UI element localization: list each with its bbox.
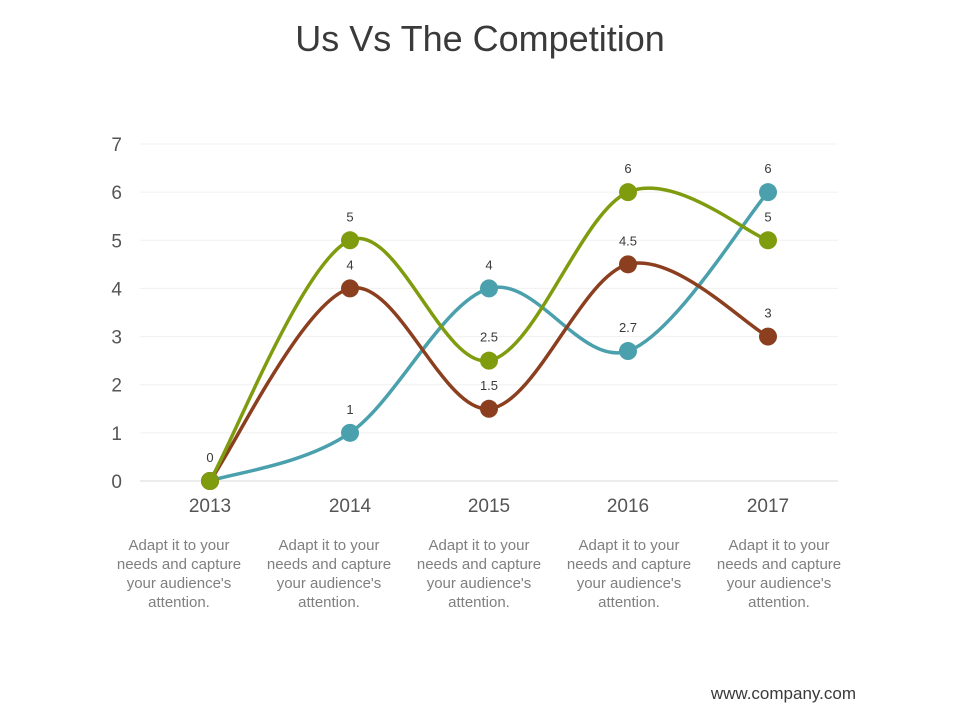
- y-tick-label: 4: [111, 279, 122, 300]
- data-label: 3: [764, 306, 771, 321]
- data-label: 2.5: [480, 330, 498, 345]
- data-point: [759, 183, 777, 202]
- data-label: 2.7: [619, 320, 637, 335]
- data-point: [619, 342, 637, 361]
- x-tick-label: 2017: [747, 496, 789, 517]
- data-point: [341, 423, 359, 442]
- category-captions: Adapt it to your needs and capture your …: [0, 536, 960, 616]
- y-tick-label: 2: [111, 376, 122, 397]
- y-tick-label: 0: [111, 472, 122, 493]
- caption-2013: Adapt it to your needs and capture your …: [116, 537, 242, 611]
- y-tick-label: 5: [111, 231, 122, 252]
- data-label: 4: [485, 257, 492, 272]
- data-point: [480, 399, 498, 418]
- data-point: [759, 231, 777, 250]
- data-label: 0: [206, 450, 213, 465]
- data-point: [480, 351, 498, 370]
- caption-2015: Adapt it to your needs and capture your …: [416, 537, 542, 611]
- data-point: [480, 279, 498, 298]
- data-label: 5: [764, 209, 771, 224]
- data-label: 1: [346, 402, 353, 417]
- footer-website: www.company.com: [710, 684, 856, 703]
- data-point: [341, 231, 359, 250]
- data-label: 1.5: [480, 378, 498, 393]
- chart-title: Us Vs The Competition: [295, 18, 665, 59]
- caption-2017: Adapt it to your needs and capture your …: [716, 537, 842, 611]
- x-tick-label: 2015: [468, 496, 510, 517]
- y-tick-label: 1: [111, 424, 122, 445]
- data-label: 4.5: [619, 233, 637, 248]
- x-tick-label: 2014: [329, 496, 372, 517]
- data-label: 6: [764, 161, 771, 176]
- x-tick-label: 2013: [189, 496, 231, 517]
- x-tick-label: 2016: [607, 496, 649, 517]
- y-tick-label: 3: [111, 328, 122, 349]
- data-point: [619, 183, 637, 202]
- data-point: [341, 279, 359, 298]
- data-point: [201, 472, 219, 490]
- data-label: 5: [346, 209, 353, 224]
- caption-2016: Adapt it to your needs and capture your …: [566, 537, 692, 611]
- y-tick-label: 7: [111, 135, 122, 156]
- data-point: [619, 255, 637, 274]
- data-point: [759, 327, 777, 346]
- y-tick-label: 6: [111, 183, 122, 204]
- data-label: 6: [624, 161, 631, 176]
- data-label: 4: [346, 257, 353, 272]
- caption-2014: Adapt it to your needs and capture your …: [266, 537, 392, 611]
- series-line-0: [208, 186, 770, 483]
